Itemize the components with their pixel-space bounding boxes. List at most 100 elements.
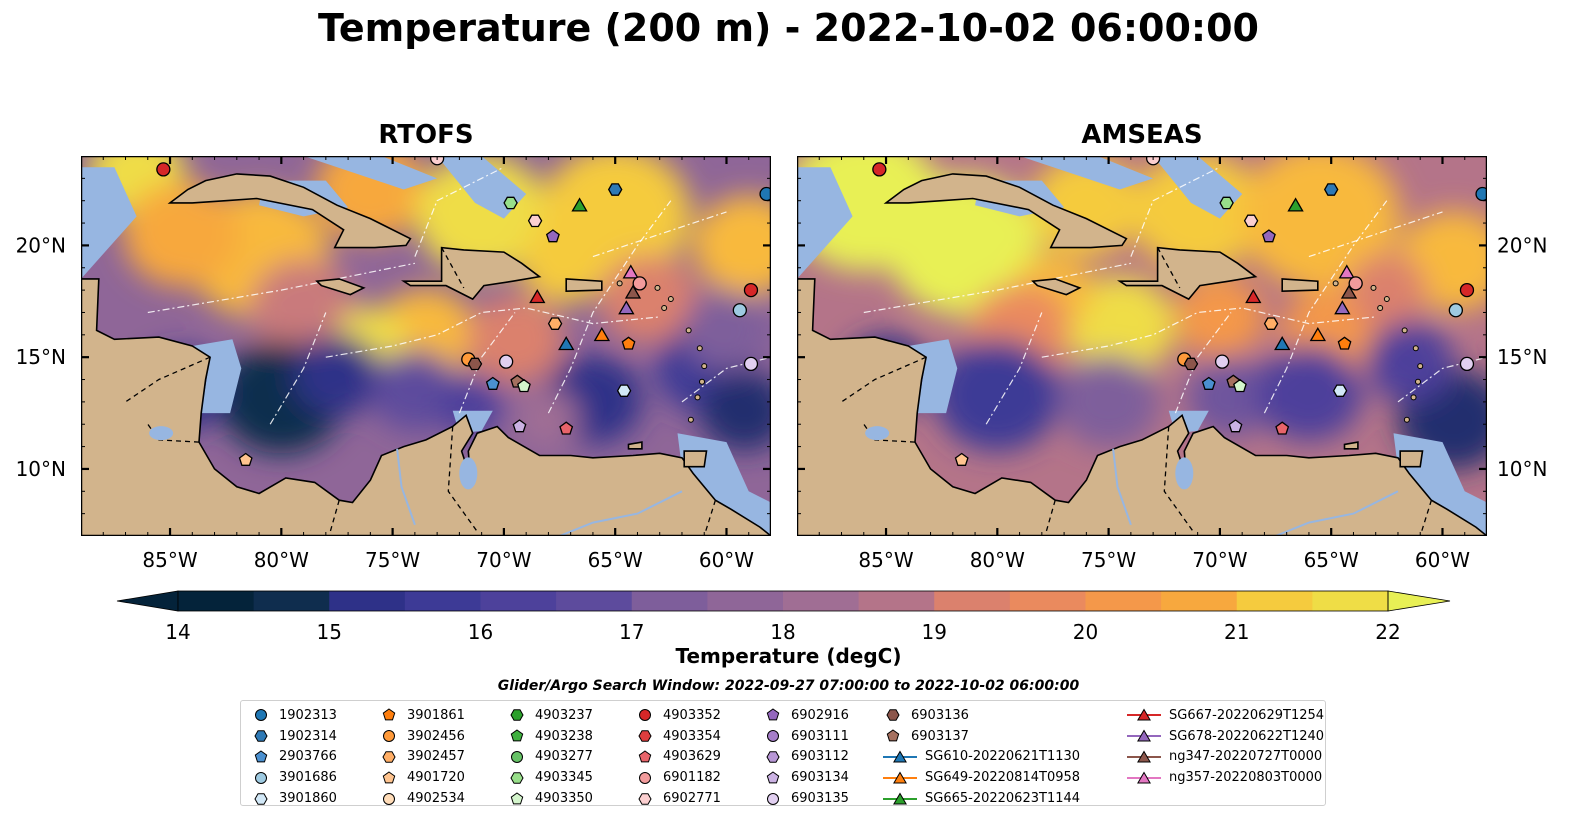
island — [685, 327, 692, 334]
float-marker-28[interactable] — [1275, 421, 1290, 435]
island — [701, 363, 708, 370]
landmass — [565, 278, 603, 293]
legend-label: SG665-20220623T1144 — [925, 791, 1081, 807]
colorbar-bin — [1085, 591, 1162, 611]
island — [699, 378, 705, 385]
float-marker-16[interactable] — [593, 327, 611, 342]
shallow-shelf — [81, 167, 137, 279]
float-marker-26[interactable] — [1332, 384, 1348, 397]
float-marker-14[interactable] — [743, 282, 759, 298]
lon-tick-label: 85°W — [858, 548, 913, 572]
colorbar-bin — [631, 591, 708, 611]
circle-marker-icon — [639, 771, 651, 784]
lon-tick-label: 60°W — [1415, 548, 1470, 572]
float-marker-4[interactable] — [607, 183, 623, 196]
float-marker-17[interactable] — [558, 336, 575, 351]
legend-column: SG667-20220629T1254 SG678-20220622T1240 ng… — [1127, 705, 1324, 788]
float-marker-20[interactable] — [1183, 357, 1199, 371]
float-marker-8[interactable] — [622, 264, 639, 279]
float-marker-18[interactable] — [1337, 336, 1352, 350]
float-marker-29[interactable] — [954, 452, 969, 466]
colorbar-extend-high — [1387, 590, 1451, 612]
eez-boundary — [1174, 312, 1232, 414]
legend-label: SG678-20220622T1240 — [1169, 728, 1325, 744]
float-marker-14[interactable] — [1459, 282, 1475, 298]
figure-title: Temperature (200 m) - 2022-10-02 06:00:0… — [317, 6, 1259, 50]
map-panel-amseas[interactable] — [797, 156, 1487, 536]
float-marker-0[interactable] — [872, 162, 887, 177]
float-marker-21[interactable] — [1214, 354, 1230, 369]
map-panel-rtofs[interactable] — [81, 156, 771, 536]
island — [654, 284, 661, 291]
float-marker-25[interactable] — [517, 378, 531, 393]
legend-entry: 2903766 — [251, 747, 337, 768]
float-marker-20[interactable] — [467, 357, 483, 371]
float-marker-27[interactable] — [1228, 419, 1243, 433]
float-marker-12[interactable] — [1334, 300, 1351, 315]
float-marker-10[interactable] — [624, 284, 642, 299]
float-marker-29[interactable] — [238, 452, 253, 466]
float-marker-12[interactable] — [618, 300, 635, 315]
float-marker-5[interactable] — [527, 214, 543, 228]
country-border — [125, 356, 211, 403]
float-marker-1[interactable] — [1145, 156, 1161, 166]
float-marker-16[interactable] — [1309, 327, 1327, 342]
float-marker-3[interactable] — [1219, 196, 1234, 210]
pentagon-marker-icon — [382, 708, 396, 721]
float-marker-7[interactable] — [1287, 197, 1304, 212]
legend-label: SG667-20220629T1254 — [1169, 707, 1325, 723]
float-marker-27[interactable] — [512, 419, 527, 433]
legend-label: 3901686 — [279, 770, 337, 786]
lon-tick-label: 75°W — [365, 548, 420, 572]
legend-entry: ng347-20220727T0000 — [1127, 747, 1324, 768]
legend-label: 4903277 — [535, 749, 593, 765]
legend-label: ng347-20220727T0000 — [1169, 749, 1323, 765]
float-marker-0[interactable] — [156, 162, 171, 177]
legend-label: 2903766 — [279, 749, 337, 765]
float-marker-17[interactable] — [1274, 336, 1291, 351]
float-marker-13[interactable] — [732, 303, 747, 318]
colorbar-tick-label: 14 — [165, 620, 190, 644]
float-marker-1[interactable] — [429, 156, 445, 166]
landmass — [627, 441, 643, 450]
river — [1112, 448, 1132, 526]
float-marker-3[interactable] — [503, 196, 518, 210]
float-marker-8[interactable] — [1338, 264, 1355, 279]
float-marker-22[interactable] — [1459, 356, 1475, 372]
float-marker-9[interactable] — [1348, 276, 1363, 291]
country-border — [441, 247, 465, 289]
lon-tick-label: 80°W — [254, 548, 309, 572]
float-marker-6[interactable] — [1261, 229, 1276, 243]
float-marker-26[interactable] — [616, 384, 632, 397]
float-marker-21[interactable] — [498, 354, 514, 369]
float-marker-11[interactable] — [1245, 288, 1262, 304]
landmass — [1281, 278, 1319, 293]
float-marker-22[interactable] — [743, 356, 759, 372]
map-frame — [81, 156, 771, 536]
island — [696, 345, 703, 352]
float-marker-15[interactable] — [1263, 317, 1279, 330]
float-marker-25[interactable] — [1233, 378, 1247, 393]
float-marker-10[interactable] — [1340, 284, 1358, 299]
legend-entry: 6903112 — [763, 747, 849, 768]
island — [1401, 327, 1408, 334]
float-marker-7[interactable] — [571, 197, 588, 212]
axis-tick-labels: 85°W 85°W 80°W 80°W 75°W 75°W 70°W 70°W 65°W 65°W… — [16, 233, 1548, 572]
colorbar-tick-label: 20 — [1073, 620, 1098, 644]
float-marker-11[interactable] — [529, 288, 546, 304]
float-marker-9[interactable] — [632, 276, 647, 291]
float-marker-6[interactable] — [545, 229, 560, 243]
legend-entry: 4903350 — [507, 788, 593, 809]
legend-column: 4903352 4903354 4903629 6901182 6902771 — [635, 705, 721, 809]
legend-column: 1902313 1902314 2903766 3901686 3901860 — [251, 705, 337, 809]
float-marker-13[interactable] — [1448, 303, 1463, 318]
float-marker-23[interactable] — [485, 376, 500, 390]
float-marker-23[interactable] — [1201, 376, 1216, 390]
float-marker-2[interactable] — [1475, 186, 1487, 202]
float-marker-18[interactable] — [621, 336, 636, 350]
float-marker-5[interactable] — [1243, 214, 1259, 228]
float-marker-15[interactable] — [547, 317, 563, 330]
float-marker-28[interactable] — [559, 421, 574, 435]
float-marker-2[interactable] — [759, 186, 771, 202]
float-marker-4[interactable] — [1323, 183, 1339, 196]
